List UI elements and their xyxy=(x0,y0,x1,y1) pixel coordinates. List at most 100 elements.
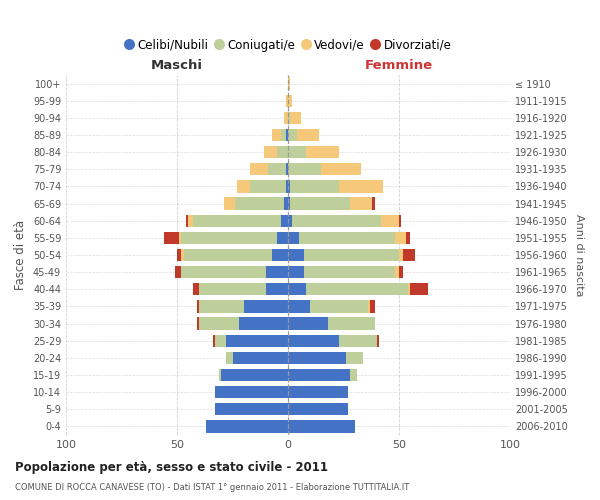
Bar xyxy=(288,403,348,415)
Bar xyxy=(184,249,272,261)
Bar xyxy=(188,214,193,227)
Bar xyxy=(288,318,328,330)
Bar xyxy=(281,129,286,141)
Bar xyxy=(288,214,292,227)
Bar xyxy=(288,180,290,192)
Bar xyxy=(226,352,233,364)
Bar xyxy=(288,386,348,398)
Bar xyxy=(288,198,290,209)
Bar xyxy=(381,214,399,227)
Bar xyxy=(288,249,304,261)
Bar xyxy=(281,214,288,227)
Bar xyxy=(290,112,301,124)
Legend: Celibi/Nubili, Coniugati/e, Vedovi/e, Divorziati/e: Celibi/Nubili, Coniugati/e, Vedovi/e, Di… xyxy=(120,34,456,56)
Bar xyxy=(224,198,235,209)
Bar xyxy=(197,318,199,330)
Bar xyxy=(339,180,383,192)
Text: Femmine: Femmine xyxy=(365,58,433,71)
Bar xyxy=(235,198,284,209)
Bar xyxy=(288,334,339,347)
Bar xyxy=(250,163,268,175)
Bar xyxy=(244,300,288,312)
Bar xyxy=(239,318,288,330)
Bar xyxy=(177,249,181,261)
Bar xyxy=(304,249,399,261)
Bar xyxy=(175,266,181,278)
Bar xyxy=(288,78,290,90)
Bar xyxy=(277,232,288,244)
Bar xyxy=(299,232,395,244)
Bar xyxy=(395,266,399,278)
Bar xyxy=(288,146,306,158)
Bar xyxy=(179,232,181,244)
Bar xyxy=(399,214,401,227)
Text: Maschi: Maschi xyxy=(151,58,203,71)
Bar xyxy=(288,232,299,244)
Bar xyxy=(263,146,277,158)
Bar xyxy=(310,300,368,312)
Bar xyxy=(339,334,377,347)
Y-axis label: Fasce di età: Fasce di età xyxy=(14,220,27,290)
Bar xyxy=(373,198,374,209)
Bar xyxy=(181,232,277,244)
Bar xyxy=(186,214,188,227)
Bar xyxy=(288,369,350,381)
Bar xyxy=(215,334,226,347)
Bar xyxy=(284,198,288,209)
Bar xyxy=(286,163,288,175)
Bar xyxy=(410,283,428,296)
Bar xyxy=(288,163,322,175)
Bar xyxy=(266,283,288,296)
Bar xyxy=(277,146,288,158)
Bar xyxy=(290,180,339,192)
Bar xyxy=(328,318,374,330)
Bar xyxy=(288,300,310,312)
Bar xyxy=(370,300,374,312)
Bar xyxy=(272,129,281,141)
Bar xyxy=(399,266,403,278)
Bar xyxy=(395,232,406,244)
Text: COMUNE DI ROCCA CANAVESE (TO) - Dati ISTAT 1° gennaio 2011 - Elaborazione TUTTIT: COMUNE DI ROCCA CANAVESE (TO) - Dati IST… xyxy=(15,484,409,492)
Bar xyxy=(350,198,373,209)
Bar xyxy=(350,369,357,381)
Bar xyxy=(286,180,288,192)
Bar xyxy=(181,266,266,278)
Bar xyxy=(399,249,403,261)
Bar xyxy=(212,334,215,347)
Bar xyxy=(288,129,297,141)
Bar xyxy=(197,300,199,312)
Bar xyxy=(199,300,244,312)
Bar xyxy=(306,283,408,296)
Bar xyxy=(288,283,306,296)
Bar xyxy=(221,369,288,381)
Bar xyxy=(408,283,410,296)
Bar xyxy=(297,129,319,141)
Bar xyxy=(233,352,288,364)
Bar xyxy=(199,283,266,296)
Bar xyxy=(272,249,288,261)
Bar xyxy=(268,163,286,175)
Bar xyxy=(181,249,184,261)
Bar xyxy=(306,146,339,158)
Bar xyxy=(368,300,370,312)
Bar xyxy=(284,112,288,124)
Bar xyxy=(199,318,239,330)
Bar xyxy=(266,266,288,278)
Bar xyxy=(219,369,221,381)
Bar xyxy=(406,232,410,244)
Bar xyxy=(286,129,288,141)
Bar xyxy=(237,180,250,192)
Bar xyxy=(403,249,415,261)
Bar xyxy=(164,232,179,244)
Bar xyxy=(304,266,395,278)
Y-axis label: Anni di nascita: Anni di nascita xyxy=(574,214,584,296)
Bar xyxy=(377,334,379,347)
Bar xyxy=(288,112,290,124)
Bar xyxy=(346,352,364,364)
Bar xyxy=(292,214,381,227)
Text: Popolazione per età, sesso e stato civile - 2011: Popolazione per età, sesso e stato civil… xyxy=(15,462,328,474)
Bar xyxy=(215,386,288,398)
Bar xyxy=(206,420,288,432)
Bar xyxy=(288,266,304,278)
Bar xyxy=(290,198,350,209)
